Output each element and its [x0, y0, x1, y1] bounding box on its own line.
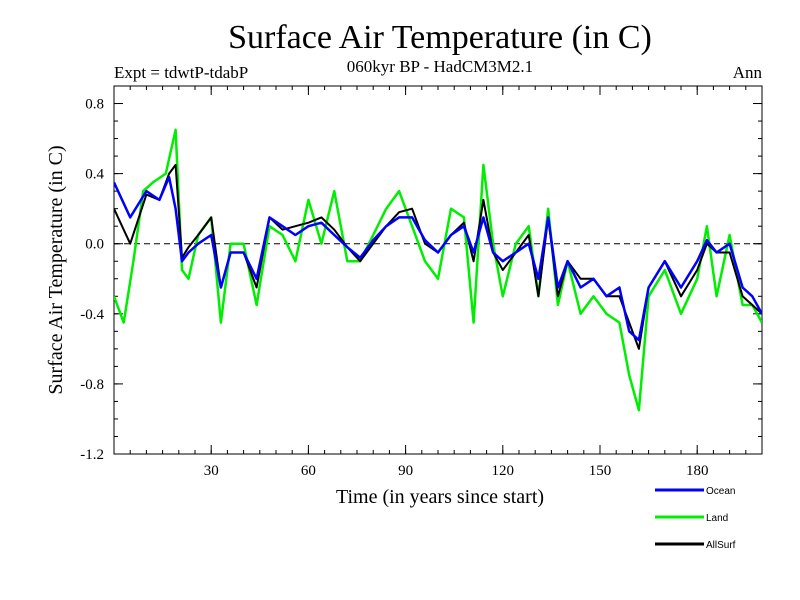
series-line-ocean [114, 175, 762, 342]
series-line-land [114, 128, 762, 412]
legend: Ocean Land AllSurf [655, 486, 736, 551]
y-tick-label: 0.8 [85, 97, 104, 113]
chart-title: Surface Air Temperature (in C) [228, 19, 652, 56]
plot-area: 30 60 90 120 150 180 0.8 0.4 0.0 -0.4 -0.8 -1.2 [80, 85, 763, 479]
legend-label-land: Land [706, 513, 728, 524]
y-tick-label: -0.8 [80, 377, 104, 393]
x-tick-label: 30 [204, 463, 219, 479]
series-line-allsurf [114, 163, 762, 350]
chart-subtitle: 060kyr BP - HadCM3M2.1 [347, 57, 533, 76]
y-tick-label: -1.2 [80, 447, 104, 463]
x-tick-label: 150 [589, 463, 612, 479]
x-tick-label: 120 [492, 463, 515, 479]
x-axis-label: Time (in years since start) [336, 486, 544, 508]
legend-label-ocean: Ocean [706, 486, 735, 497]
x-tick-label: 60 [301, 463, 316, 479]
y-axis-label: Surface Air Temperature (in C) [45, 145, 67, 394]
x-tick-label: 180 [686, 463, 709, 479]
y-tick-label: 0.0 [85, 237, 104, 253]
expt-label: Expt = tdwtP-tdabP [114, 63, 248, 82]
x-tick-label: 90 [398, 463, 413, 479]
y-tick-label: 0.4 [85, 167, 104, 183]
legend-label-allsurf: AllSurf [706, 540, 736, 551]
season-label: Ann [733, 63, 763, 82]
y-tick-label: -0.4 [80, 307, 104, 323]
